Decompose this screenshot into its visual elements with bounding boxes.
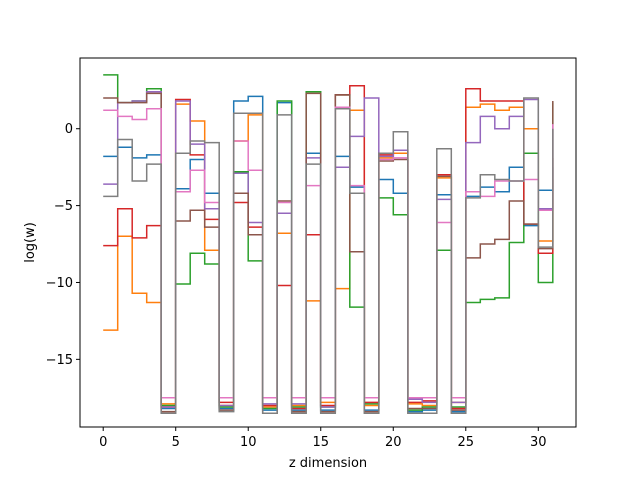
y-tick-label: −15: [46, 353, 73, 368]
series-line-8: [103, 97, 554, 414]
series-layer: [103, 74, 554, 414]
x-tick-label: 30: [530, 435, 547, 450]
x-tick-label: 5: [172, 435, 180, 450]
y-tick-label: −5: [54, 199, 73, 214]
series-line-5: [103, 91, 554, 408]
y-axis: −15 −10 −5 0: [46, 122, 80, 368]
x-tick-label: 25: [458, 435, 475, 450]
x-tick-label: 0: [99, 435, 107, 450]
x-tick-label: 15: [312, 435, 329, 450]
series-line-7: [103, 106, 554, 399]
x-axis: 0 5 10 15 20 25 30: [99, 427, 547, 450]
plot-frame: [79, 57, 577, 428]
series-line-6: [103, 92, 554, 414]
series-line-3: [103, 74, 554, 411]
series-line-2: [103, 103, 554, 408]
y-tick-label: −10: [46, 276, 73, 291]
x-tick-label: 20: [385, 435, 402, 450]
y-tick-label: 0: [65, 122, 73, 137]
x-axis-label: z dimension: [289, 456, 367, 471]
y-axis-label: log(w): [23, 222, 38, 263]
series-line-4: [103, 84, 554, 410]
x-tick-label: 10: [240, 435, 257, 450]
series-line-1: [103, 95, 554, 413]
